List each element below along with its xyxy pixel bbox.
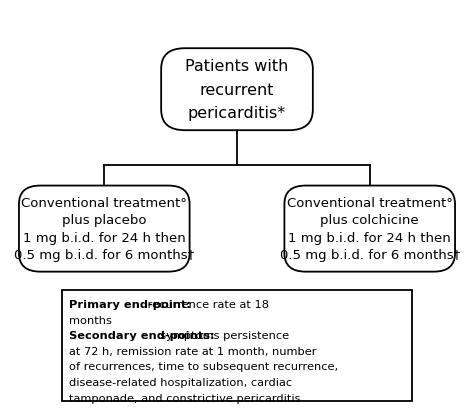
FancyBboxPatch shape bbox=[62, 290, 412, 401]
Text: Secondary end-points:: Secondary end-points: bbox=[69, 330, 214, 340]
FancyBboxPatch shape bbox=[19, 186, 190, 272]
Text: Patients with
recurrent
pericarditis*: Patients with recurrent pericarditis* bbox=[185, 59, 289, 121]
FancyBboxPatch shape bbox=[284, 186, 455, 272]
Text: recurrence rate at 18: recurrence rate at 18 bbox=[144, 299, 269, 309]
Text: Conventional treatment°
plus colchicine
1 mg b.i.d. for 24 h then
0.5 mg b.i.d. : Conventional treatment° plus colchicine … bbox=[280, 196, 460, 262]
Text: tamponade, and constrictive pericarditis: tamponade, and constrictive pericarditis bbox=[69, 393, 300, 402]
Text: at 72 h, remission rate at 1 month, number: at 72 h, remission rate at 1 month, numb… bbox=[69, 346, 316, 356]
Text: of recurrences, time to subsequent recurrence,: of recurrences, time to subsequent recur… bbox=[69, 362, 338, 371]
Text: symptoms persistence: symptoms persistence bbox=[153, 330, 289, 340]
Text: Primary end-point:: Primary end-point: bbox=[69, 299, 191, 309]
Text: disease-related hospitalization, cardiac: disease-related hospitalization, cardiac bbox=[69, 377, 292, 387]
Text: Conventional treatment°
plus placebo
1 mg b.i.d. for 24 h then
0.5 mg b.i.d. for: Conventional treatment° plus placebo 1 m… bbox=[14, 196, 194, 262]
FancyBboxPatch shape bbox=[161, 49, 313, 131]
Text: months: months bbox=[69, 315, 111, 325]
